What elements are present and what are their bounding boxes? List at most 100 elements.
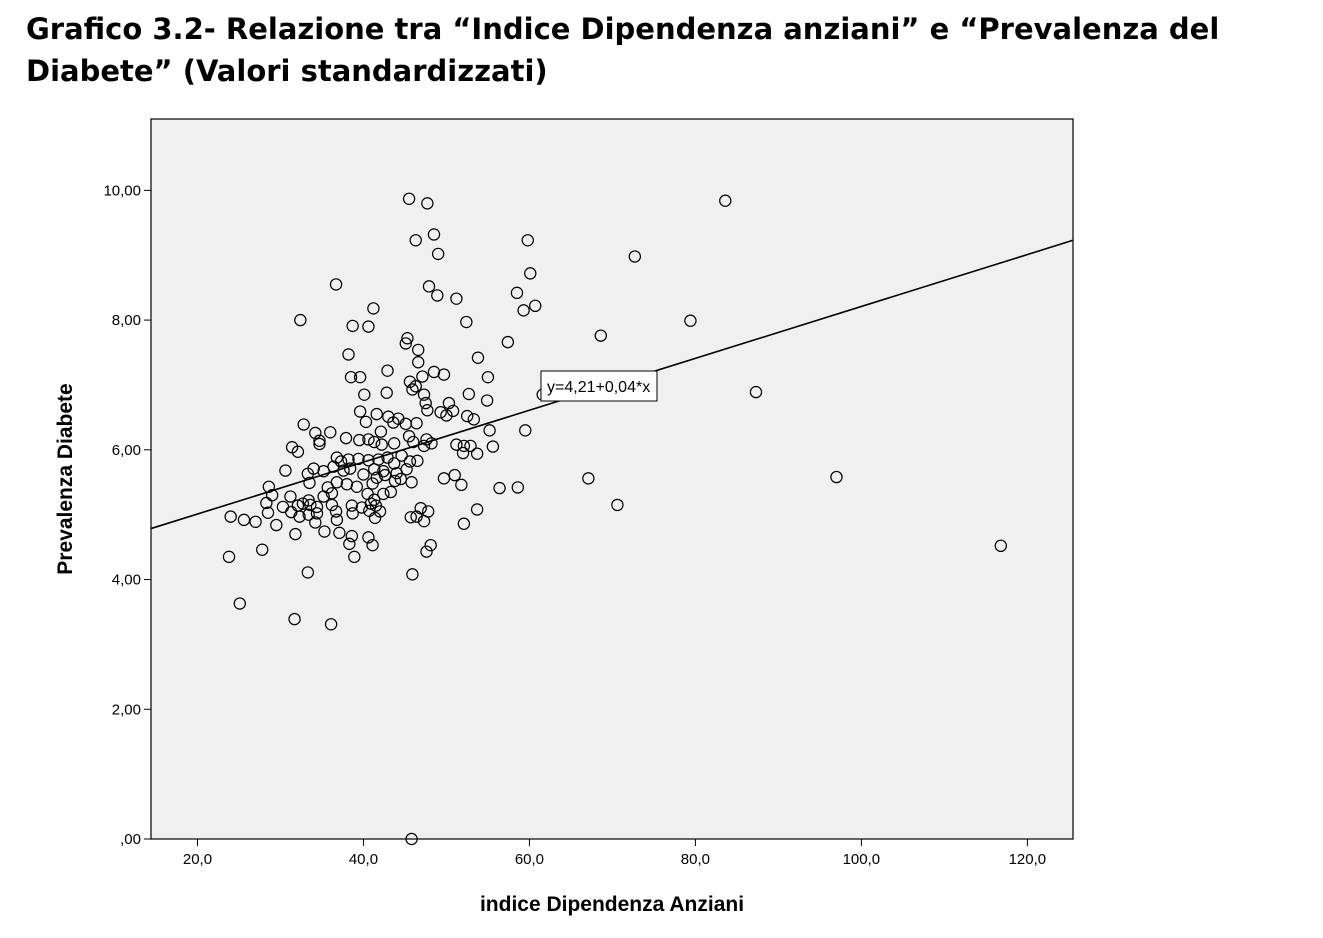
scatter-point [313,437,326,451]
plot-area [150,118,1074,840]
scatter-point [471,351,485,364]
scatter-point [440,409,453,422]
scatter-point [417,514,431,528]
scatter-point [294,313,307,327]
scatter-point [719,194,732,207]
scatter-point [830,470,843,484]
y-tick-label: 6,00 [112,442,141,459]
scatter-point [387,416,400,429]
scatter-point [501,335,515,349]
scatter-point [517,304,530,317]
scatter-point [342,348,355,361]
scatter-point [416,370,429,383]
scatter-point [261,506,275,519]
scatter-point [265,489,279,502]
scatter-point [410,417,423,430]
scatter-point [330,476,344,489]
scatter-point [448,468,461,482]
scatter-point [345,499,359,512]
scatter-point [511,481,525,494]
scatter-point [353,433,366,447]
scatter-point [510,286,524,300]
scatter-point [412,343,425,357]
scatter-point [366,477,379,490]
scatter-point [233,597,246,610]
scatter-point [345,529,359,543]
scatter-point [404,511,417,524]
x-tick-label: 40,0 [349,851,378,868]
scatter-point [417,439,431,453]
scatter-point [318,525,331,538]
scatter-point [401,332,414,345]
scatter-point [237,513,251,527]
scatter-point [330,513,344,527]
scatter-point [367,302,380,315]
scatter-point [224,510,237,523]
scatter-point [362,453,375,467]
regression-equation-label: y=4,21+0,04*x [547,379,650,396]
scatter-point [455,478,468,492]
scatter-point [521,234,534,247]
scatter-point [611,498,624,512]
chart-title-line-2: Diabete” (Valori standardizzati) [26,54,548,88]
scatter-point [344,370,358,384]
scatter-point [377,487,390,501]
scatter-point [358,388,371,401]
scatter-point [260,496,273,510]
scatter-point [380,386,393,399]
scatter-point [387,437,401,450]
scatter-point [289,527,302,541]
scatter-point [304,498,317,512]
scatter-point [291,445,305,458]
scatter-point [409,234,422,247]
scatter-point [450,438,463,451]
scatter-point [481,370,495,384]
scatter-point [399,337,412,350]
scatter-point [460,315,473,329]
chart-title-line-1: Grafico 3.2- Relazione tra “Indice Dipen… [26,12,1220,46]
scatter-point [480,394,494,407]
y-tick-label: ,00 [120,831,141,848]
scatter-point [279,464,292,477]
scatter-point [457,517,471,530]
scatter-point [456,446,470,460]
scatter-point [362,531,375,544]
scatter-point [410,510,423,523]
scatter-point [628,250,642,263]
scatter-point [442,396,456,410]
scatter-point [353,370,367,384]
scatter-point [470,447,484,460]
scatter-point [407,435,420,449]
scatter-point [342,453,355,466]
scatter-point [483,424,496,437]
scatter-point [434,405,447,419]
regression-equation-box: y=4,21+0,04*x [540,370,658,402]
scatter-point [582,472,595,485]
scatter-point [368,435,381,449]
scatter-point [346,319,359,333]
scatter-point [296,497,310,510]
scatter-point [302,508,315,521]
scatter-point [370,407,383,421]
scatter-point [400,463,413,476]
scatter-point [450,292,463,305]
scatter-point [431,289,444,302]
scatter-point [288,612,301,626]
scatter-point [309,516,322,529]
scatter-point [524,267,537,280]
scatter-point [424,538,437,552]
scatter-point [310,507,324,520]
scatter-point [437,368,451,381]
scatter-point [324,618,338,631]
y-tick-label: 10,00 [103,182,141,199]
scatter-point [994,539,1008,553]
scatter-point [412,356,425,369]
scatter-point [684,314,697,327]
x-tick-label: 60,0 [515,851,544,868]
scatter-point [381,364,394,377]
scatter-point [422,280,436,293]
scatter-point [350,480,364,493]
scatter-point [594,329,607,342]
scatter-point [362,320,375,333]
scatter-point [317,465,330,478]
